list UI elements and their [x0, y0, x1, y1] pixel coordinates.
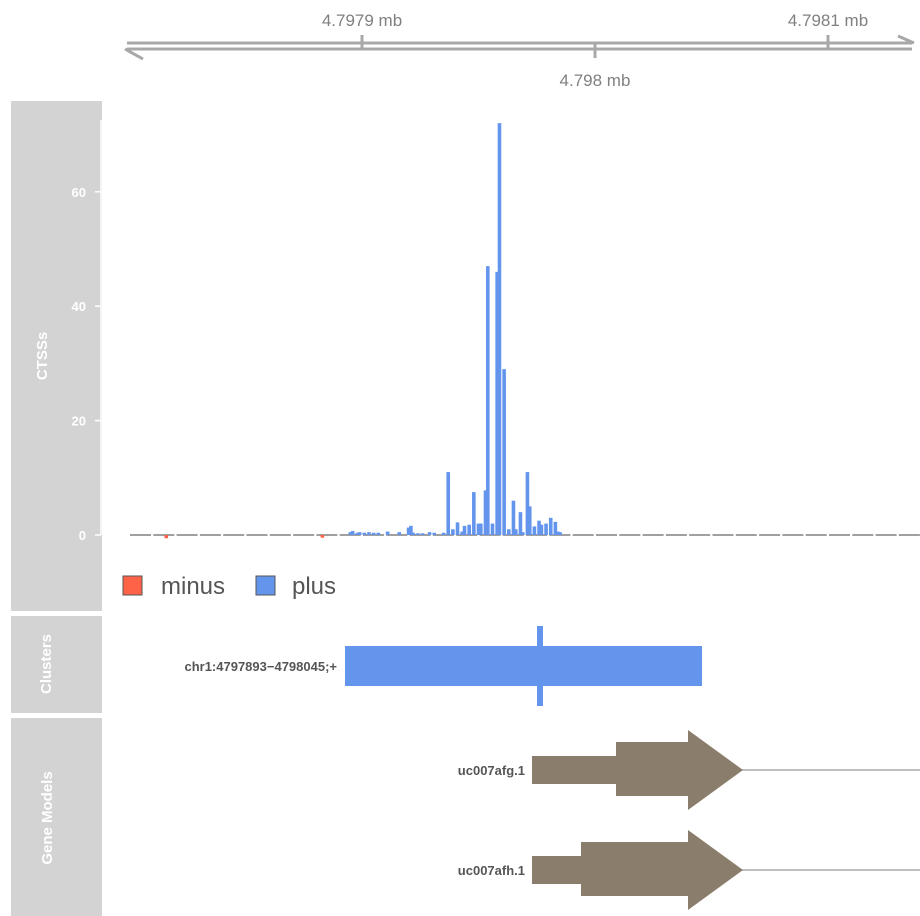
ctss-bar-plus [420, 533, 425, 535]
ctss-bar-plus [518, 512, 523, 535]
ctss-bar-plus [348, 532, 353, 535]
ctss-bar-plus [513, 529, 518, 535]
cluster-track: chr1:4797893−4798045;+ [184, 626, 702, 706]
ctss-bar-plus [553, 521, 558, 535]
ctss-bar-plus [376, 532, 381, 535]
clusters-track-title: Clusters [38, 634, 55, 694]
ctss-bar-plus [467, 524, 471, 535]
gene-exon-shape [532, 830, 743, 910]
ctss-bar-plus [544, 523, 548, 535]
genome-axis-arrow-left [124, 47, 144, 61]
ctss-bar-plus [350, 530, 355, 535]
ctss-bar-plus [527, 506, 532, 535]
ctss-bar-plus [495, 271, 499, 535]
ctss-bar-plus [539, 524, 544, 535]
ctss-bar-plus [409, 525, 413, 535]
ctss-bar-plus [476, 523, 481, 535]
ctss-bar-plus [357, 532, 362, 535]
cluster-bar [345, 646, 702, 686]
ctss-bar-plus [462, 525, 467, 535]
genes-title-panel [11, 718, 102, 916]
ctss-bar-plus [371, 532, 376, 535]
genome-axis-tick-label: 4.798 mb [560, 71, 631, 90]
ctss-bar-minus [164, 535, 169, 539]
ctss-bar-plus [486, 266, 490, 535]
ctss-bar-plus [511, 500, 516, 535]
gene-models: uc007afg.1 uc007afh.1 [458, 730, 920, 910]
ctss-bar-plus [537, 520, 541, 535]
genome-axis-arrow-right [897, 34, 915, 45]
ctss-bar-plus [385, 531, 390, 535]
gene-model: uc007afg.1 [458, 730, 920, 810]
ctss-bar-plus [525, 472, 530, 535]
legend-plus-swatch [255, 575, 276, 596]
ctss-bar-plus [548, 517, 553, 535]
ctss-y-tick-label: 60 [72, 185, 86, 200]
ctss-y-tick-label: 40 [72, 299, 86, 314]
ctss-track-title: CTSSs [34, 332, 51, 380]
ctss-bar-plus [416, 533, 420, 535]
ctss-bar-plus [460, 531, 464, 535]
genome-axis-tick-label: 4.7979 mb [322, 11, 402, 30]
ctss-bar-plus [446, 472, 451, 535]
gene-model: uc007afh.1 [458, 830, 920, 910]
legend-minus-swatch [122, 575, 143, 596]
ctss-title-panel [11, 101, 102, 611]
ctss-y-tick-label: 0 [79, 528, 86, 543]
ctss-y-axis: 0 20 40 60 [72, 120, 102, 543]
ctss-bar-plus [497, 123, 502, 535]
ctss-bar-plus [362, 532, 367, 535]
clusters-title-panel [11, 616, 102, 713]
ctss-y-tick-label: 20 [72, 414, 86, 429]
gene-label: uc007afh.1 [458, 863, 525, 878]
genome-axis-tick-label: 4.7981 mb [788, 11, 868, 30]
gene-label: uc007afg.1 [458, 763, 525, 778]
genome-axis-ticks: 4.7979 mb 4.798 mb 4.7981 mb [322, 11, 868, 90]
ctss-bar-plus [406, 527, 411, 535]
genome-axis: 4.7979 mb 4.798 mb 4.7981 mb [124, 11, 915, 90]
ctss-bar-plus [506, 529, 511, 535]
genes-track-title: Gene Models [39, 771, 56, 864]
legend-plus-label: plus [292, 573, 336, 600]
ctss-bar-plus [558, 532, 562, 535]
ctss-bar-plus [472, 492, 476, 535]
ctss-bar-plus [479, 523, 483, 535]
ctss-bar-plus [355, 532, 360, 535]
ctss-bar-plus [432, 532, 437, 535]
ctss-bar-plus [502, 369, 506, 535]
ctss-bar-minus [320, 535, 325, 538]
ctss-bar-plus [555, 531, 560, 535]
cluster-label: chr1:4797893−4798045;+ [184, 659, 337, 674]
ctss-bar-plus [451, 529, 455, 535]
ctss-bar-plus [483, 490, 488, 535]
ctss-bar-plus [520, 532, 525, 535]
ctss-bar-plus [397, 532, 402, 535]
legend: minus plus [122, 573, 336, 600]
ctss-bar-plus [441, 532, 446, 535]
gene-exon-shape [532, 730, 743, 810]
ctss-y-ticks: 0 20 40 60 [72, 185, 101, 543]
ctss-bars [164, 123, 562, 539]
ctss-bar-plus [532, 526, 537, 535]
ctss-bar-plus [427, 532, 432, 535]
ctss-bar-plus [411, 532, 416, 535]
ctss-bar-plus [490, 523, 495, 535]
ctss-bar-plus [455, 522, 460, 535]
legend-minus-label: minus [161, 573, 225, 600]
ctss-bar-plus [367, 532, 371, 535]
cluster-peak-marker [537, 626, 543, 706]
